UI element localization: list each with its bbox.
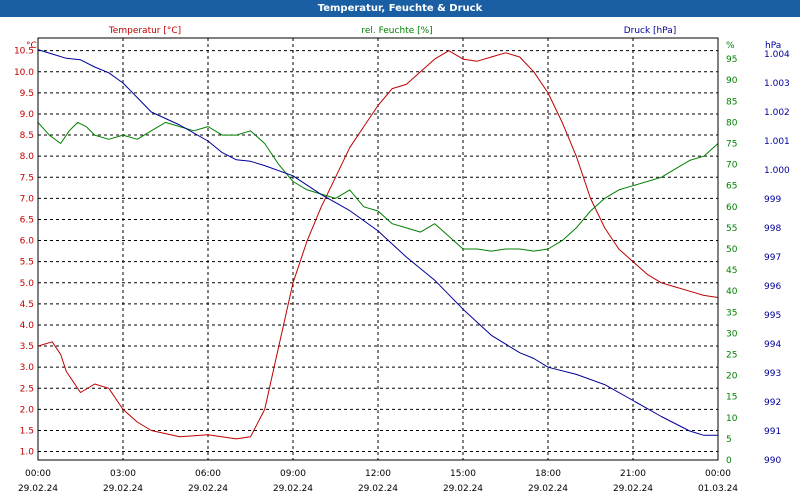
- temperature-tick-label: 4.0: [20, 321, 35, 331]
- humidity-tick-label: 15: [726, 393, 737, 403]
- humidity-tick-label: 35: [726, 308, 737, 318]
- temperature-tick-label: 10.0: [14, 68, 34, 78]
- grid: [38, 38, 718, 460]
- humidity-tick-label: 25: [726, 351, 737, 361]
- plot-frame: [37, 37, 719, 461]
- humidity-tick-label: 40: [726, 287, 738, 297]
- humidity-tick-label: 30: [726, 329, 738, 339]
- chart-title: Temperatur, Feuchte & Druck: [0, 0, 800, 17]
- humidity-axis-label: rel. Feuchte [%]: [361, 26, 432, 36]
- temperature-tick-label: 2.0: [20, 405, 35, 415]
- temperature-tick-label: 4.5: [20, 300, 34, 310]
- pressure-tick-label: 993: [764, 369, 781, 379]
- x-tick-date: 29.02.24: [613, 484, 653, 494]
- temperature-tick-label: 3.0: [20, 363, 35, 373]
- humidity-tick-label: 20: [726, 372, 738, 382]
- x-tick-time: 06:00: [195, 469, 221, 479]
- humidity-tick-label: 65: [726, 182, 737, 192]
- series-line-pressure: [37, 49, 718, 436]
- pressure-unit-label: hPa: [765, 41, 781, 51]
- temperature-tick-label: 7.5: [20, 173, 34, 183]
- temperature-tick-label: 8.5: [20, 131, 34, 141]
- humidity-tick-label: 70: [726, 161, 738, 171]
- pressure-tick-label: 998: [764, 224, 781, 234]
- humidity-tick-label: 45: [726, 266, 737, 276]
- temperature-tick-label: 10.5: [14, 47, 34, 57]
- temperature-tick-label: 8.0: [20, 152, 35, 162]
- humidity-tick-label: 95: [726, 55, 737, 65]
- humidity-tick-label: 80: [726, 118, 738, 128]
- humidity-tick-label: 55: [726, 224, 737, 234]
- humidity-unit-label: %: [726, 41, 735, 51]
- series-lines: [37, 49, 719, 440]
- temperature-tick-label: 7.0: [20, 194, 35, 204]
- x-tick-date: 29.02.24: [273, 484, 313, 494]
- pressure-tick-label: 1.003: [764, 79, 790, 89]
- humidity-tick-label: 85: [726, 97, 737, 107]
- temperature-tick-label: 1.5: [20, 426, 34, 436]
- x-tick-date: 29.02.24: [103, 484, 143, 494]
- x-tick-date: 29.02.24: [443, 484, 483, 494]
- x-tick-time: 09:00: [280, 469, 306, 479]
- pressure-tick-label: 990: [764, 456, 781, 466]
- humidity-tick-label: 10: [726, 414, 738, 424]
- pressure-tick-label: 1.001: [764, 137, 790, 147]
- pressure-tick-label: 1.004: [764, 50, 790, 60]
- x-tick-time: 18:00: [535, 469, 561, 479]
- x-tick-date: 29.02.24: [528, 484, 568, 494]
- pressure-tick-label: 999: [764, 195, 781, 205]
- temperature-tick-label: 9.5: [20, 89, 34, 99]
- pressure-tick-label: 996: [764, 282, 781, 292]
- humidity-tick-label: 5: [726, 435, 732, 445]
- temperature-tick-label: 2.5: [20, 384, 34, 394]
- x-tick-time: 03:00: [110, 469, 136, 479]
- temperature-tick-label: 5.0: [20, 279, 35, 289]
- x-tick-date: 29.02.24: [18, 484, 58, 494]
- x-tick-time: 00:00: [705, 469, 731, 479]
- series-line-temperature: [37, 50, 719, 440]
- temperature-tick-label: 6.0: [20, 237, 35, 247]
- temperature-unit-label: °C: [26, 41, 37, 51]
- x-tick-time: 00:00: [25, 469, 51, 479]
- x-tick-date: 29.02.24: [358, 484, 398, 494]
- x-tick-time: 12:00: [365, 469, 391, 479]
- pressure-tick-label: 997: [764, 253, 781, 263]
- humidity-tick-label: 75: [726, 140, 737, 150]
- humidity-tick-label: 90: [726, 76, 738, 86]
- humidity-tick-label: 0: [726, 456, 732, 466]
- humidity-tick-label: 60: [726, 203, 738, 213]
- pressure-axis-label: Druck [hPa]: [624, 26, 677, 36]
- pressure-tick-label: 995: [764, 311, 781, 321]
- humidity-tick-label: 50: [726, 245, 738, 255]
- axis-labels: 00:00 29.02.24 03:00 29.02.24 06:00 29.02.24 0…: [14, 47, 790, 494]
- x-tick-time: 15:00: [450, 469, 476, 479]
- x-tick-date: 29.02.24: [188, 484, 228, 494]
- temperature-tick-label: 6.5: [20, 215, 34, 225]
- temperature-tick-label: 9.0: [20, 110, 35, 120]
- pressure-tick-label: 992: [764, 398, 781, 408]
- pressure-tick-label: 991: [764, 427, 781, 437]
- x-tick-time: 21:00: [620, 469, 646, 479]
- pressure-tick-label: 1.002: [764, 108, 790, 118]
- temperature-tick-label: 1.0: [20, 448, 35, 458]
- pressure-tick-label: 1.000: [764, 166, 790, 176]
- series-line-humidity: [37, 121, 719, 252]
- pressure-tick-label: 994: [764, 340, 781, 350]
- temperature-tick-label: 3.5: [20, 342, 34, 352]
- temperature-tick-label: 5.5: [20, 258, 34, 268]
- temperature-axis-label: Temperatur [°C]: [108, 26, 181, 36]
- x-tick-date: 01.03.24: [698, 484, 738, 494]
